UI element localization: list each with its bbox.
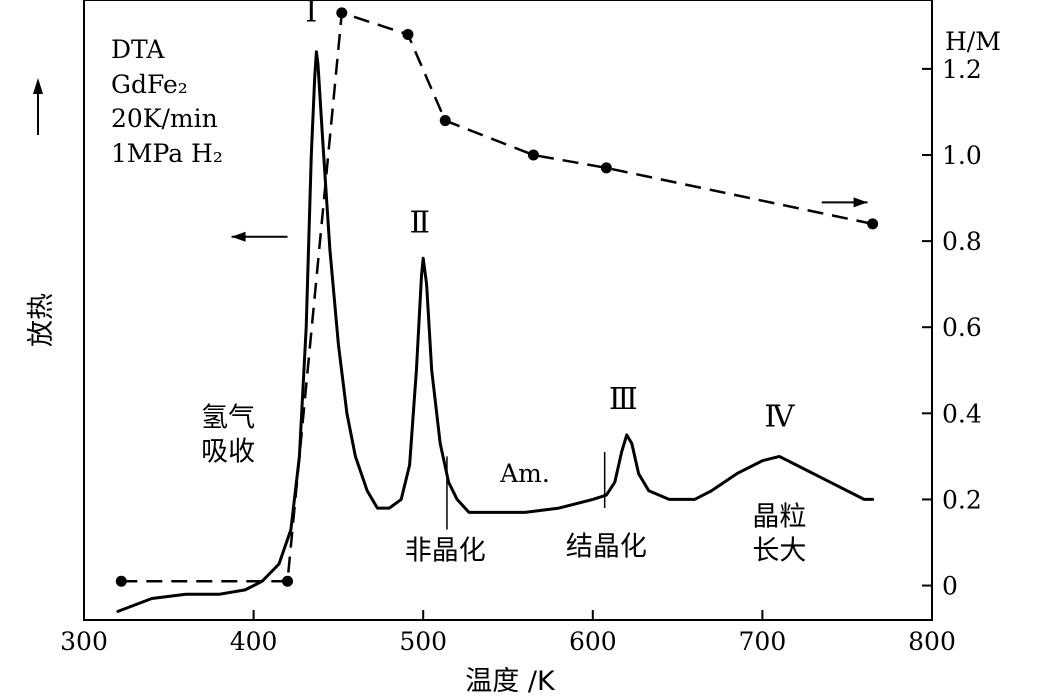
- y-tick-label: 0.8: [942, 227, 982, 256]
- divider-lines: [446, 452, 606, 530]
- annotation-text: 非晶化: [405, 536, 486, 567]
- arrows: [231, 197, 868, 242]
- x-tick-label: 600: [569, 627, 617, 656]
- hm-data-point: [402, 28, 414, 40]
- arrow-head: [231, 231, 246, 242]
- legend-block: DTA GdFe₂ 20K/min 1MPa H₂: [111, 35, 223, 168]
- x-tick-label: 800: [908, 627, 956, 656]
- annotation-text: 氢气: [201, 402, 255, 433]
- hm-data-point: [867, 218, 879, 230]
- hm-data-point: [336, 7, 348, 19]
- series-line-dta: [116, 50, 875, 613]
- x-axis-ticks: 300 400 500 600 700 800: [60, 610, 956, 656]
- annotation-text: Am.: [499, 459, 550, 488]
- y-axis-right-ticks: 0 0.2 0.4 0.6 0.8 1.0 1.2: [922, 55, 982, 601]
- hm-data-point: [439, 115, 451, 127]
- y-tick-label: 0: [942, 572, 958, 601]
- plot-frame: [83, 0, 933, 621]
- series-layer: [116, 11, 875, 613]
- y-axis-right-label: H/M: [945, 27, 1001, 56]
- peak-label: Ⅳ: [764, 399, 795, 434]
- x-tick-label: 300: [60, 627, 108, 656]
- annotation-text: 吸收: [201, 436, 255, 467]
- legend-line-3: 20K/min: [111, 104, 218, 133]
- peak-label: Ⅲ: [609, 382, 638, 417]
- x-axis-label: 温度 /K: [465, 666, 556, 697]
- x-tick-label: 700: [739, 627, 787, 656]
- y-tick-label: 0.4: [942, 399, 982, 428]
- annotation-text: 长大: [752, 535, 806, 566]
- left-axis-indicator: [33, 78, 43, 135]
- y-tick-label: 1.2: [942, 55, 982, 84]
- hm-points: [115, 7, 879, 587]
- arrow-head: [853, 197, 868, 208]
- annotation-text: 晶粒: [752, 501, 806, 532]
- peak-label: Ⅱ: [410, 206, 430, 241]
- hm-data-point: [527, 149, 539, 161]
- y-tick-label: 1.0: [942, 141, 982, 170]
- annotation-text: 结晶化: [566, 531, 647, 562]
- series-line-hm: [121, 11, 873, 583]
- up-arrow-head: [33, 78, 43, 94]
- x-tick-label: 500: [399, 627, 447, 656]
- legend-line-2: GdFe₂: [111, 70, 188, 99]
- hm-data-point: [115, 575, 127, 587]
- legend-line-4: 1MPa H₂: [111, 139, 223, 168]
- legend-line-1: DTA: [111, 35, 165, 64]
- hm-data-point: [600, 162, 612, 174]
- y-tick-label: 0.2: [942, 485, 982, 514]
- y-axis-left-label: 放热: [26, 293, 57, 347]
- y-tick-label: 0.6: [942, 313, 982, 342]
- hm-data-point: [282, 575, 294, 587]
- x-tick-label: 400: [230, 627, 278, 656]
- peak-label: Ⅰ: [305, 0, 317, 30]
